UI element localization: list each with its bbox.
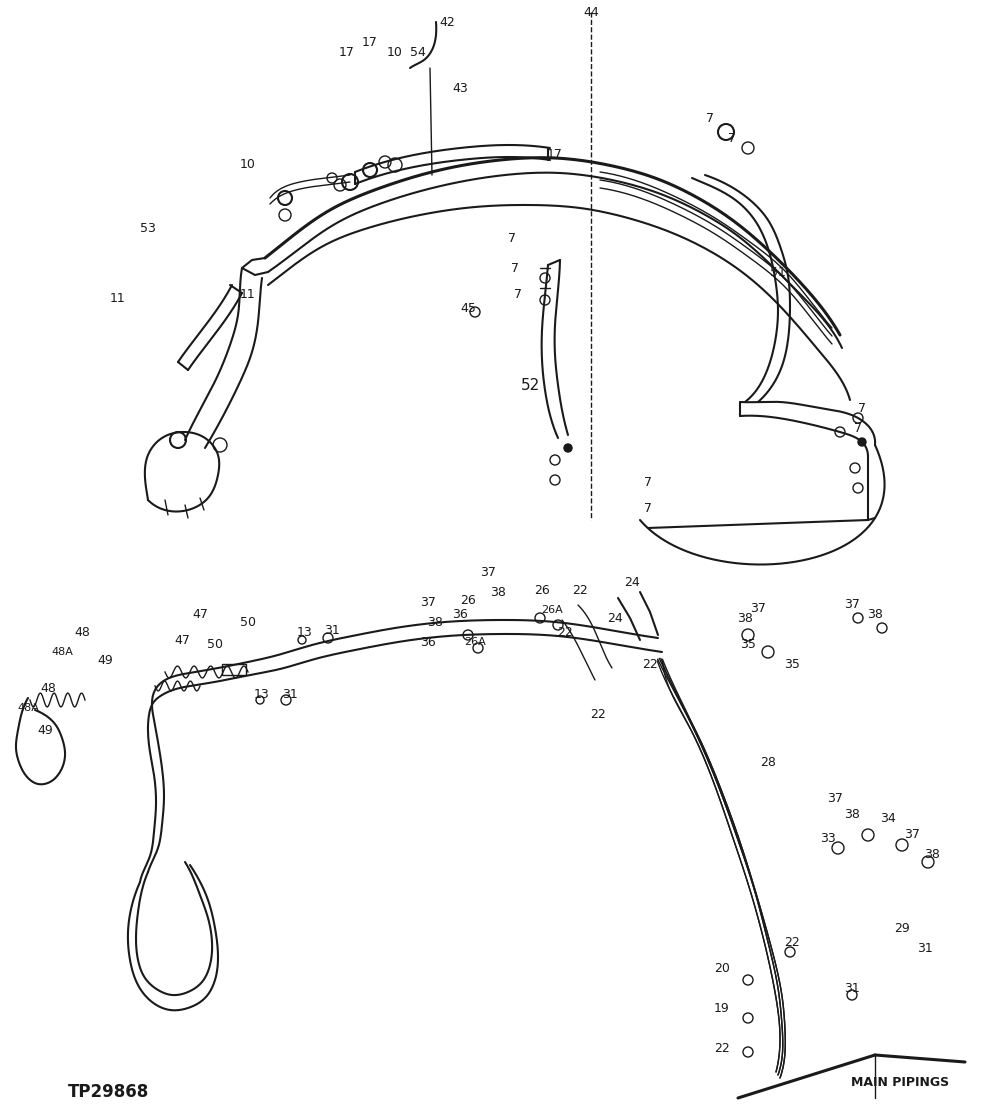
- Text: 13: 13: [254, 689, 270, 701]
- Text: 37: 37: [750, 601, 766, 615]
- Text: 22: 22: [784, 936, 800, 948]
- Text: 7: 7: [644, 475, 652, 489]
- Text: 54: 54: [410, 46, 426, 58]
- Text: 37: 37: [420, 596, 436, 608]
- Text: 38: 38: [491, 586, 506, 598]
- Text: 51: 51: [770, 265, 785, 278]
- Text: 38: 38: [924, 849, 940, 862]
- Text: 28: 28: [760, 756, 776, 768]
- Text: 50: 50: [207, 638, 223, 652]
- Text: 44: 44: [583, 6, 599, 19]
- Text: 47: 47: [174, 634, 190, 646]
- Text: 42: 42: [439, 16, 455, 28]
- Text: 45: 45: [460, 302, 476, 314]
- Text: 22: 22: [590, 709, 606, 721]
- Text: 7: 7: [858, 401, 866, 415]
- Text: 11: 11: [110, 292, 126, 304]
- Circle shape: [858, 438, 866, 446]
- Text: 7: 7: [706, 112, 714, 124]
- Circle shape: [564, 444, 572, 452]
- Text: 26: 26: [534, 584, 550, 597]
- Text: 47: 47: [192, 608, 208, 622]
- Text: 20: 20: [714, 961, 730, 975]
- Text: 33: 33: [820, 832, 836, 844]
- Text: 22: 22: [714, 1042, 730, 1054]
- Text: 37: 37: [844, 598, 860, 612]
- Text: 38: 38: [737, 612, 753, 625]
- Text: 37: 37: [480, 566, 496, 578]
- Text: 36: 36: [452, 608, 468, 622]
- Text: 31: 31: [918, 941, 932, 955]
- Text: 24: 24: [625, 576, 639, 588]
- Text: 22: 22: [572, 584, 588, 597]
- Text: 50: 50: [240, 616, 256, 628]
- Text: 48A: 48A: [51, 647, 72, 657]
- Text: 26A: 26A: [464, 637, 486, 647]
- Text: 10: 10: [240, 159, 256, 171]
- Text: 36: 36: [420, 635, 436, 648]
- Text: 37: 37: [827, 792, 843, 805]
- Text: 31: 31: [282, 689, 298, 701]
- Text: 17: 17: [339, 46, 355, 58]
- Text: 37: 37: [904, 828, 920, 842]
- Text: 26A: 26A: [541, 605, 563, 615]
- Text: 31: 31: [324, 624, 340, 636]
- Text: 7: 7: [854, 421, 862, 435]
- Text: 52: 52: [520, 378, 539, 392]
- Text: 19: 19: [714, 1002, 730, 1014]
- Text: 11: 11: [240, 288, 256, 302]
- Text: 7: 7: [728, 132, 736, 144]
- Text: 7: 7: [511, 262, 519, 275]
- Text: 48: 48: [74, 625, 90, 638]
- Text: 48: 48: [40, 682, 56, 694]
- Text: 26: 26: [460, 594, 476, 606]
- Text: 38: 38: [427, 616, 443, 628]
- Text: 49: 49: [97, 654, 113, 666]
- Text: 49: 49: [37, 723, 53, 737]
- Text: 53: 53: [140, 221, 156, 235]
- Text: 17: 17: [547, 149, 563, 161]
- Text: 10: 10: [387, 46, 403, 58]
- Text: 24: 24: [607, 612, 623, 625]
- Text: 34: 34: [880, 812, 896, 824]
- Text: 48A: 48A: [17, 703, 39, 713]
- Text: 29: 29: [894, 921, 910, 935]
- Text: 35: 35: [784, 659, 800, 672]
- Text: 38: 38: [844, 808, 860, 822]
- Text: 7: 7: [644, 502, 652, 514]
- Text: MAIN PIPINGS: MAIN PIPINGS: [851, 1076, 949, 1089]
- Text: 7: 7: [514, 288, 522, 302]
- Text: 35: 35: [740, 638, 756, 652]
- Text: 22: 22: [557, 625, 573, 638]
- Text: 7: 7: [508, 231, 516, 245]
- Text: 22: 22: [642, 659, 658, 672]
- Text: TP29868: TP29868: [68, 1083, 149, 1101]
- Text: 17: 17: [362, 36, 378, 48]
- Text: 38: 38: [867, 608, 883, 622]
- Text: 31: 31: [844, 982, 860, 995]
- Text: 13: 13: [297, 625, 313, 638]
- Text: 43: 43: [452, 82, 468, 95]
